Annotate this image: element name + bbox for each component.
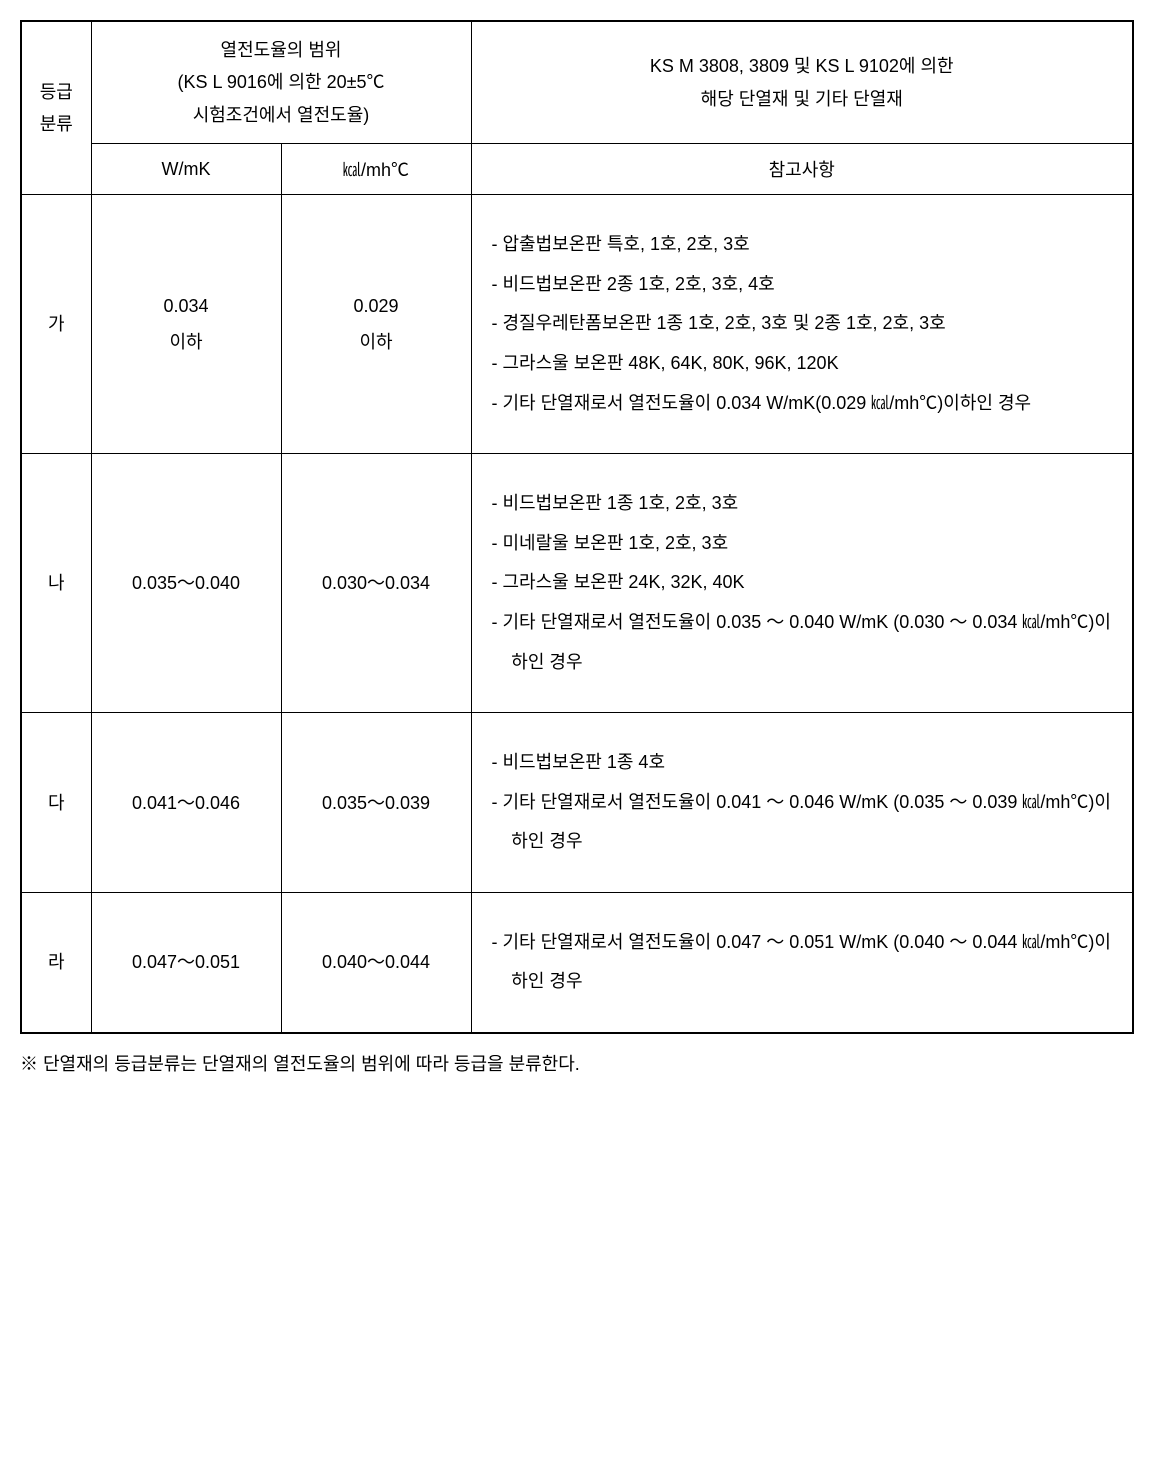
ref-cell: - 기타 단열재로서 열전도율이 0.047 ～ 0.051 W/mK (0.0…: [471, 892, 1133, 1033]
ref-line: - 비드법보온판 1종 1호, 2호, 3호: [492, 484, 1113, 524]
ref-line: - 기타 단열재로서 열전도율이 0.035 ～ 0.040 W/mK (0.0…: [492, 603, 1113, 682]
insulation-grade-table: 등급분류 열전도율의 범위(KS L 9016에 의한 20±5℃시험조건에서 …: [20, 20, 1134, 1034]
header-ref: 참고사항: [471, 144, 1133, 195]
ref-line: - 기타 단열재로서 열전도율이 0.041 ～ 0.046 W/mK (0.0…: [492, 783, 1113, 862]
table-row: 라 0.047～0.051 0.040～0.044 - 기타 단열재로서 열전도…: [21, 892, 1133, 1033]
header-kcal: ㎉/mh℃: [281, 144, 471, 195]
table-row: 가 0.034이하 0.029이하 - 압출법보온판 특호, 1호, 2호, 3…: [21, 195, 1133, 454]
footnote: ※ 단열재의 등급분류는 단열재의 열전도율의 범위에 따라 등급을 분류한다.: [20, 1048, 1134, 1080]
header-materials-title: KS M 3808, 3809 및 KS L 9102에 의한해당 단열재 및 …: [471, 21, 1133, 144]
grade-cell: 라: [21, 892, 91, 1033]
kcal-cell: 0.029이하: [281, 195, 471, 454]
header-wmk: W/mK: [91, 144, 281, 195]
ref-line: - 그라스울 보온판 24K, 32K, 40K: [492, 563, 1113, 603]
ref-line: - 비드법보온판 2종 1호, 2호, 3호, 4호: [492, 265, 1113, 305]
ref-line: - 기타 단열재로서 열전도율이 0.047 ～ 0.051 W/mK (0.0…: [492, 923, 1113, 1002]
ref-line: - 기타 단열재로서 열전도율이 0.034 W/mK(0.029 ㎉/mh℃)…: [492, 384, 1113, 424]
kcal-cell: 0.035～0.039: [281, 713, 471, 893]
ref-line: - 그라스울 보온판 48K, 64K, 80K, 96K, 120K: [492, 344, 1113, 384]
wmk-cell: 0.041～0.046: [91, 713, 281, 893]
header-range-title: 열전도율의 범위(KS L 9016에 의한 20±5℃시험조건에서 열전도율): [91, 21, 471, 144]
wmk-cell: 0.035～0.040: [91, 454, 281, 713]
table-row: 다 0.041～0.046 0.035～0.039 - 비드법보온판 1종 4호…: [21, 713, 1133, 893]
table-row: 나 0.035～0.040 0.030～0.034 - 비드법보온판 1종 1호…: [21, 454, 1133, 713]
header-grade: 등급분류: [21, 21, 91, 195]
grade-cell: 나: [21, 454, 91, 713]
ref-line: - 미네랄울 보온판 1호, 2호, 3호: [492, 524, 1113, 564]
ref-line: - 경질우레탄폼보온판 1종 1호, 2호, 3호 및 2종 1호, 2호, 3…: [492, 304, 1113, 344]
ref-line: - 비드법보온판 1종 4호: [492, 743, 1113, 783]
grade-cell: 다: [21, 713, 91, 893]
kcal-cell: 0.040～0.044: [281, 892, 471, 1033]
ref-cell: - 비드법보온판 1종 1호, 2호, 3호 - 미네랄울 보온판 1호, 2호…: [471, 454, 1133, 713]
ref-cell: - 비드법보온판 1종 4호 - 기타 단열재로서 열전도율이 0.041 ～ …: [471, 713, 1133, 893]
grade-cell: 가: [21, 195, 91, 454]
ref-cell: - 압출법보온판 특호, 1호, 2호, 3호 - 비드법보온판 2종 1호, …: [471, 195, 1133, 454]
ref-line: - 압출법보온판 특호, 1호, 2호, 3호: [492, 225, 1113, 265]
wmk-cell: 0.034이하: [91, 195, 281, 454]
kcal-cell: 0.030～0.034: [281, 454, 471, 713]
wmk-cell: 0.047～0.051: [91, 892, 281, 1033]
